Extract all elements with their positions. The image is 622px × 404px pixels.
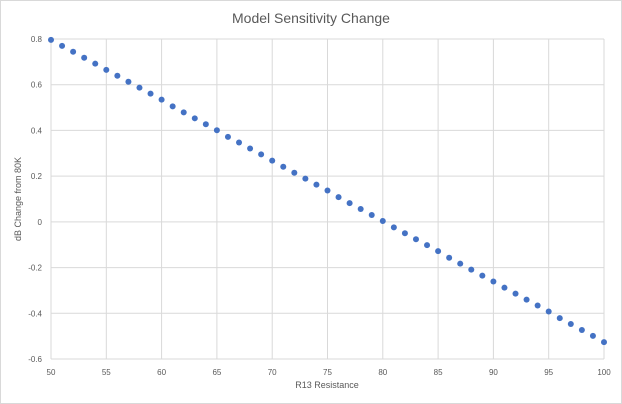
data-point bbox=[390, 224, 397, 231]
data-point bbox=[578, 326, 585, 333]
x-tick-label: 80 bbox=[378, 368, 387, 377]
x-tick-label: 90 bbox=[489, 368, 498, 377]
data-point bbox=[589, 332, 596, 339]
tick-layer: 50 55 60 65 70 75 80 85 90 95 100 -0.6 -0.4 -0.2 0 0.2 0… bbox=[28, 35, 611, 377]
data-point bbox=[258, 151, 265, 158]
data-point bbox=[545, 308, 552, 315]
data-point bbox=[280, 163, 287, 170]
data-point bbox=[324, 187, 331, 194]
data-point bbox=[202, 121, 209, 128]
data-point bbox=[48, 36, 54, 43]
x-tick-label: 100 bbox=[597, 368, 611, 377]
data-point bbox=[490, 278, 497, 285]
grid-layer bbox=[50, 38, 605, 360]
y-tick-label: 0.4 bbox=[31, 126, 43, 135]
x-tick-label: 55 bbox=[102, 368, 111, 377]
data-point bbox=[291, 169, 298, 176]
data-point bbox=[512, 290, 519, 297]
x-tick-label: 60 bbox=[157, 368, 166, 377]
chart-title: Model Sensitivity Change bbox=[232, 10, 390, 26]
data-point bbox=[335, 194, 342, 201]
data-point bbox=[136, 84, 143, 91]
y-tick-label: -0.6 bbox=[28, 355, 42, 364]
data-point bbox=[435, 248, 442, 255]
data-point bbox=[479, 272, 486, 279]
data-point bbox=[313, 181, 320, 188]
data-point bbox=[158, 96, 165, 103]
data-point bbox=[424, 242, 431, 249]
data-point bbox=[70, 48, 77, 55]
data-point bbox=[368, 212, 375, 218]
x-tick-label: 50 bbox=[47, 368, 56, 377]
x-tick-label: 85 bbox=[434, 368, 443, 377]
data-point bbox=[103, 66, 110, 73]
data-point bbox=[114, 72, 121, 79]
y-axis-title: dB Change from 80K bbox=[13, 157, 23, 241]
x-tick-label: 70 bbox=[268, 368, 277, 377]
x-tick-label: 95 bbox=[544, 368, 553, 377]
x-axis-title: R13 Resistance bbox=[295, 380, 359, 390]
data-point bbox=[147, 90, 154, 97]
x-tick-label: 75 bbox=[323, 368, 332, 377]
y-tick-label: 0.8 bbox=[31, 35, 43, 44]
data-point bbox=[534, 302, 541, 309]
data-point bbox=[59, 42, 66, 49]
y-tick-label: -0.4 bbox=[28, 309, 42, 318]
data-point bbox=[169, 103, 176, 110]
data-point bbox=[556, 315, 563, 322]
data-point bbox=[224, 133, 231, 140]
data-point bbox=[180, 109, 187, 116]
data-point bbox=[191, 115, 198, 122]
data-point bbox=[457, 260, 464, 267]
y-tick-label: 0 bbox=[38, 218, 43, 227]
data-point bbox=[523, 296, 530, 303]
y-tick-label: -0.2 bbox=[28, 264, 42, 273]
data-point bbox=[468, 266, 475, 273]
data-point bbox=[213, 127, 220, 134]
points-layer bbox=[48, 36, 607, 346]
data-point bbox=[236, 139, 243, 146]
data-point bbox=[401, 230, 408, 237]
x-tick-label: 65 bbox=[212, 368, 221, 377]
data-point bbox=[92, 60, 99, 67]
data-point bbox=[346, 200, 353, 207]
data-point bbox=[81, 54, 88, 61]
data-point bbox=[446, 254, 453, 261]
data-point bbox=[501, 284, 508, 291]
data-point bbox=[412, 236, 419, 243]
data-point bbox=[567, 321, 574, 328]
data-point bbox=[601, 339, 607, 346]
data-point bbox=[357, 206, 364, 213]
data-point bbox=[125, 78, 132, 85]
data-point bbox=[379, 217, 386, 224]
data-point bbox=[302, 175, 309, 182]
y-tick-label: 0.6 bbox=[31, 81, 43, 90]
data-point bbox=[247, 145, 254, 152]
data-point bbox=[269, 157, 276, 164]
y-tick-label: 0.2 bbox=[31, 172, 43, 181]
